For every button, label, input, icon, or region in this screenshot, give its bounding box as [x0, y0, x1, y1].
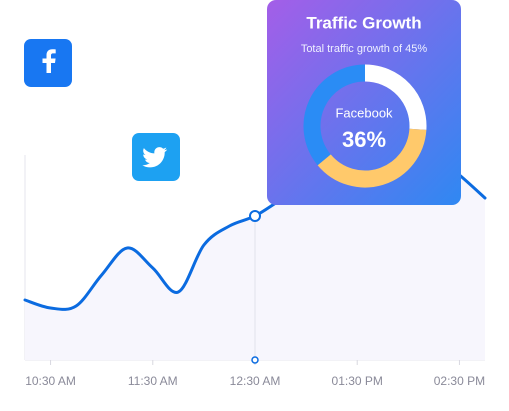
- twitter-icon: [132, 133, 180, 181]
- x-tick-label: 10:30 AM: [25, 374, 76, 388]
- x-tick-label: 02:30 PM: [434, 374, 485, 388]
- donut-center-label: Facebook: [335, 105, 393, 120]
- traffic-card: Traffic Growth Total traffic growth of 4…: [267, 0, 461, 205]
- x-tick-label: 01:30 PM: [332, 374, 383, 388]
- x-tick-label: 12:30 AM: [230, 374, 281, 388]
- donut-value-label: 36%: [342, 127, 386, 152]
- card-title: Traffic Growth: [306, 13, 421, 32]
- hover-axis-point: [251, 356, 259, 364]
- facebook-icon: [24, 39, 72, 87]
- x-tick-label: 11:30 AM: [128, 374, 178, 388]
- donut-segment: [364, 64, 427, 130]
- donut: [303, 64, 427, 188]
- donut-segment: [317, 128, 427, 188]
- hover-point: [249, 210, 261, 222]
- card-subtitle: Total traffic growth of 45%: [301, 43, 428, 55]
- donut-segment: [303, 64, 366, 166]
